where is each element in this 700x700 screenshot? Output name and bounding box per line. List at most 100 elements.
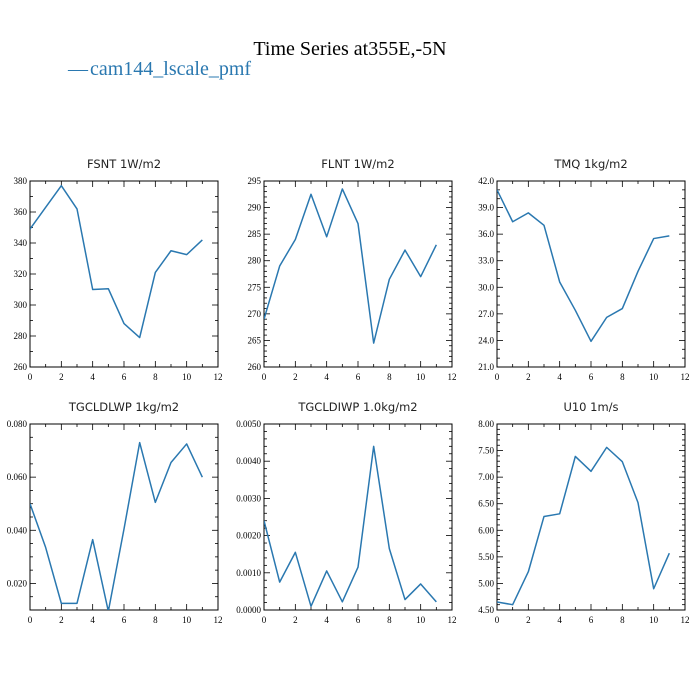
y-tick-label: 24.0 [478,335,494,345]
x-tick-label: 8 [620,615,625,625]
x-tick-label: 0 [495,372,500,382]
y-tick-label: 6.50 [478,499,494,509]
x-tick-label: 6 [589,372,594,382]
y-tick-label: 320 [14,269,28,279]
panel-grid: FSNT 1W/m20 2 4 6 8 10 12260280300320340360380… [7,157,690,625]
plot-frame [496,180,686,368]
y-tick-label: 5.50 [478,552,494,562]
x-tick-label: 4 [90,372,95,382]
y-tick-label: 36.0 [478,229,494,239]
y-tick-label: 380 [14,176,28,186]
x-tick-label: 6 [356,615,361,625]
x-tick-label: 8 [620,372,625,382]
panel-title: FSNT 1W/m2 [87,157,161,171]
y-tick-label: 8.00 [478,419,494,429]
series-line-1 [497,189,670,343]
plot-frame [263,180,453,368]
plot-frame [29,180,219,368]
x-tick-label: 4 [324,372,329,382]
y-tick-label: 265 [248,335,262,345]
y-tick-label: 0.0010 [236,568,261,578]
y-tick-label: 39.0 [478,203,494,213]
panel-2: FLNT 1W/m2 0 2 4 6 8 10 12 260 265 270 275 280 285 290… [248,157,457,382]
y-tick-label: 4.50 [478,605,494,615]
panel-6: U10 1m/s 0 2 4 6 8 10 12 4.50 5.00 5.50 6.00 6.50 7.0… [478,400,689,625]
y-tick-label: 0.0020 [236,531,261,541]
x-tick-label: 2 [526,615,531,625]
x-tick-label: 8 [153,372,158,382]
x-tick-label: 8 [153,615,158,625]
x-tick-label: 4 [557,615,562,625]
series-line-1 [30,184,203,339]
y-tick-label: 340 [14,238,28,248]
panel-title: U10 1m/s [563,400,618,414]
x-tick-label: 6 [122,615,127,625]
x-tick-label: 0 [28,372,33,382]
x-tick-label: 8 [387,372,392,382]
y-tick-label: 280 [248,256,262,266]
panel-title: TGCLDIWP 1.0kg/m2 [297,400,417,414]
y-tick-label: 0.0000 [236,605,261,615]
y-tick-label: 5.00 [478,578,494,588]
y-tick-label: 260 [248,362,262,372]
panel-title: TMQ 1kg/m2 [553,157,627,171]
series-line-1 [30,441,204,610]
plot-frame [263,423,453,611]
legend-label: cam144_lscale_pmf [90,58,251,80]
x-tick-label: 10 [649,615,659,625]
series-line-1 [497,446,671,606]
x-tick-label: 12 [681,615,690,625]
panel-4: TGCLDLWP 1kg/m2 0 2 4 6 8 10 12 0.020 0.040 0.060 0… [7,400,223,625]
y-tick-label: 7.50 [478,446,494,456]
x-tick-label: 12 [448,372,457,382]
y-tick-label: 7.00 [478,472,494,482]
y-tick-label: 0.020 [7,578,28,588]
panel-title: FLNT 1W/m2 [321,157,394,171]
y-tick-label: 27.0 [478,309,494,319]
series-line-1 [264,188,438,344]
y-tick-label: 33.0 [478,256,494,266]
x-tick-label: 2 [293,372,298,382]
y-tick-label: 0.0040 [236,456,261,466]
x-tick-label: 0 [262,615,267,625]
x-tick-label: 10 [416,615,426,625]
x-tick-label: 10 [416,372,426,382]
x-tick-label: 0 [28,615,33,625]
x-tick-label: 2 [293,615,298,625]
figure-title: Time Series at355E,-5N [253,38,446,60]
y-tick-label: 0.0030 [236,493,261,503]
x-tick-label: 4 [324,615,329,625]
x-tick-label: 4 [557,372,562,382]
y-tick-label: 360 [14,207,28,217]
x-tick-label: 2 [59,615,64,625]
y-tick-label: 280 [14,331,28,341]
panel-title: TGCLDLWP 1kg/m2 [68,400,179,414]
x-tick-label: 10 [182,615,192,625]
y-tick-label: 0.060 [7,472,28,482]
x-tick-label: 6 [122,372,127,382]
x-tick-label: 0 [262,372,267,382]
x-tick-label: 12 [681,372,690,382]
x-tick-label: 12 [214,372,223,382]
y-tick-label: 0.0050 [236,419,261,429]
y-tick-label: 30.0 [478,282,494,292]
panel-5: TGCLDIWP 1.0kg/m2 0 2 4 6 8 10 12 0.0000 0.0010 0.… [236,400,456,625]
y-tick-label: 6.00 [478,525,494,535]
x-tick-label: 2 [59,372,64,382]
x-tick-label: 4 [90,615,95,625]
y-tick-label: 285 [248,229,262,239]
x-tick-label: 8 [387,615,392,625]
y-tick-label: 290 [248,203,262,213]
panel-1: FSNT 1W/m2 0 2 4 6 8 10 12 260 280 300 320 340 360 380 [14,157,223,382]
x-tick-label: 12 [214,615,223,625]
x-tick-label: 6 [589,615,594,625]
x-tick-label: 10 [649,372,659,382]
y-tick-label: 42.0 [478,176,494,186]
series-line-1 [264,445,437,608]
x-tick-label: 6 [356,372,361,382]
legend-marker: — [67,58,89,80]
legend: — cam144_lscale_pmf [67,58,251,80]
x-tick-label: 10 [182,372,192,382]
y-tick-label: 300 [14,300,28,310]
